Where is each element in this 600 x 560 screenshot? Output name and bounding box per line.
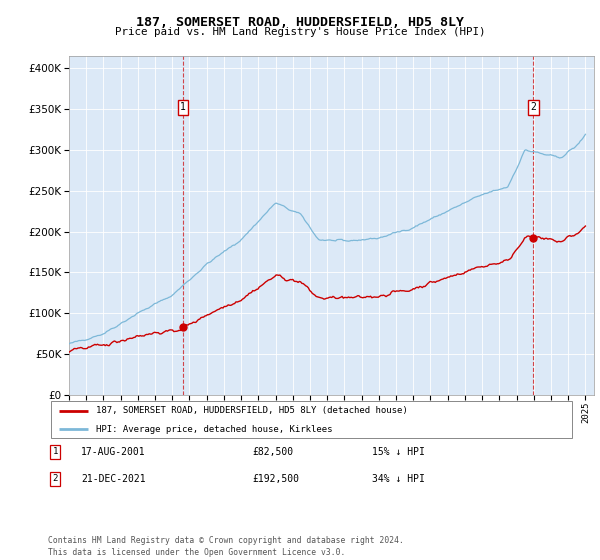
- Text: 21-DEC-2021: 21-DEC-2021: [81, 474, 146, 484]
- Text: 2: 2: [53, 474, 58, 483]
- Text: HPI: Average price, detached house, Kirklees: HPI: Average price, detached house, Kirk…: [95, 424, 332, 433]
- Text: 1: 1: [53, 447, 58, 456]
- FancyBboxPatch shape: [50, 402, 572, 437]
- Text: 34% ↓ HPI: 34% ↓ HPI: [372, 474, 425, 484]
- Text: 2: 2: [530, 102, 536, 113]
- Text: Price paid vs. HM Land Registry's House Price Index (HPI): Price paid vs. HM Land Registry's House …: [115, 27, 485, 37]
- Text: 1: 1: [180, 102, 186, 113]
- Text: £192,500: £192,500: [252, 474, 299, 484]
- Text: 17-AUG-2001: 17-AUG-2001: [81, 447, 146, 457]
- Text: Contains HM Land Registry data © Crown copyright and database right 2024.: Contains HM Land Registry data © Crown c…: [48, 536, 404, 545]
- Text: This data is licensed under the Open Government Licence v3.0.: This data is licensed under the Open Gov…: [48, 548, 346, 557]
- Text: 15% ↓ HPI: 15% ↓ HPI: [372, 447, 425, 457]
- Text: 187, SOMERSET ROAD, HUDDERSFIELD, HD5 8LY (detached house): 187, SOMERSET ROAD, HUDDERSFIELD, HD5 8L…: [95, 406, 407, 415]
- Text: 187, SOMERSET ROAD, HUDDERSFIELD, HD5 8LY: 187, SOMERSET ROAD, HUDDERSFIELD, HD5 8L…: [136, 16, 464, 29]
- Text: £82,500: £82,500: [252, 447, 293, 457]
